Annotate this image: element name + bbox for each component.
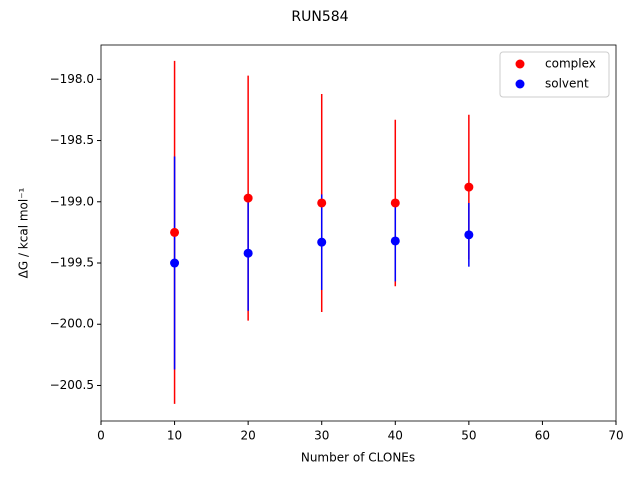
legend-marker (515, 59, 525, 69)
x-tick-label: 50 (461, 429, 476, 443)
point (464, 182, 474, 192)
point (243, 248, 253, 258)
point (390, 236, 400, 246)
legend-marker (515, 79, 525, 89)
plot-frame (100, 44, 617, 422)
x-tick-label: 40 (388, 429, 403, 443)
y-tick-label: −200.5 (50, 378, 94, 392)
legend-label: solvent (545, 77, 589, 91)
legend-label: complex (545, 57, 596, 71)
y-tick-label: −199.5 (50, 256, 94, 270)
point (464, 230, 474, 240)
point (317, 198, 327, 208)
x-tick-label: 60 (535, 429, 550, 443)
x-tick-label: 10 (167, 429, 182, 443)
y-tick-label: −199.0 (50, 194, 94, 208)
x-tick-label: 70 (608, 429, 623, 443)
x-axis-label: Number of CLONEs (301, 451, 415, 465)
x-tick-label: 0 (97, 429, 105, 443)
chart-title: RUN584 (291, 9, 348, 25)
y-tick-label: −198.0 (50, 72, 94, 86)
point (390, 198, 400, 208)
y-tick-label: −198.5 (50, 133, 94, 147)
y-tick-label: −200.0 (50, 317, 94, 331)
point (243, 193, 253, 203)
y-axis-label: ΔG / kcal mol⁻¹ (17, 187, 31, 278)
point (170, 227, 180, 237)
legend-box (499, 51, 610, 98)
point (170, 258, 180, 268)
point (317, 237, 327, 247)
x-tick-label: 20 (241, 429, 256, 443)
x-tick-label: 30 (314, 429, 329, 443)
